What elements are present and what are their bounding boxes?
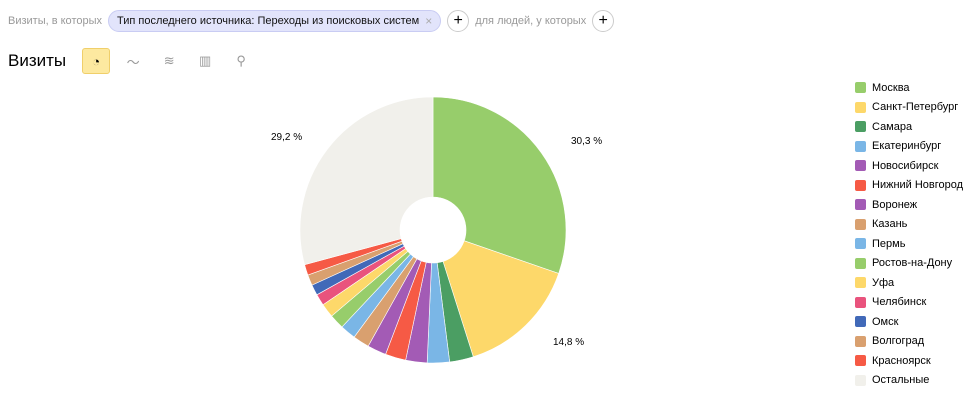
legend-label: Самара bbox=[872, 120, 913, 133]
legend-label: Воронеж bbox=[872, 198, 918, 211]
pie-slice[interactable] bbox=[299, 96, 434, 266]
data-label-others: 29,2 % bbox=[271, 132, 303, 143]
legend-checkbox[interactable] bbox=[855, 179, 866, 191]
legend-checkbox[interactable] bbox=[855, 199, 866, 211]
legend-checkbox[interactable] bbox=[855, 277, 866, 289]
filter-prefix: Визиты, в которых bbox=[8, 15, 102, 27]
legend-checkbox[interactable] bbox=[855, 296, 866, 308]
filter-bar: Визиты, в которых Тип последнего источни… bbox=[8, 10, 615, 32]
legend-item[interactable]: Самара bbox=[855, 117, 963, 137]
legend-label: Остальные bbox=[872, 374, 930, 387]
legend-label: Москва bbox=[872, 81, 910, 94]
close-icon[interactable]: × bbox=[425, 14, 433, 28]
legend-label: Ростов-на-Дону bbox=[872, 257, 953, 270]
legend-item[interactable]: Ростов-на-Дону bbox=[855, 254, 963, 274]
pie-chart-icon[interactable]: ◔ bbox=[82, 48, 111, 74]
legend-label: Красноярск bbox=[872, 354, 931, 367]
legend-item[interactable]: Новосибирск bbox=[855, 156, 963, 176]
legend-label: Пермь bbox=[872, 237, 906, 250]
legend-checkbox[interactable] bbox=[855, 374, 866, 386]
legend-label: Омск bbox=[872, 315, 899, 328]
legend-label: Волгоград bbox=[872, 335, 925, 348]
legend-checkbox[interactable] bbox=[855, 355, 866, 367]
legend-item[interactable]: Уфа bbox=[855, 273, 963, 293]
data-label-spb: 14,8 % bbox=[553, 337, 585, 348]
legend-item[interactable]: Остальные bbox=[855, 371, 963, 391]
filter-chip-label: Тип последнего источника: Переходы из по… bbox=[117, 15, 420, 27]
data-label-moscow: 30,3 % bbox=[571, 136, 603, 147]
legend-item[interactable]: Екатеринбург bbox=[855, 137, 963, 157]
legend-item[interactable]: Санкт-Петербург bbox=[855, 98, 963, 118]
legend-item[interactable]: Воронеж bbox=[855, 195, 963, 215]
legend-label: Екатеринбург bbox=[872, 140, 942, 153]
map-pin-icon[interactable]: ⚲ bbox=[236, 53, 246, 68]
legend-checkbox[interactable] bbox=[855, 257, 866, 269]
legend-label: Санкт-Петербург bbox=[872, 101, 959, 114]
filter-chip[interactable]: Тип последнего источника: Переходы из по… bbox=[108, 10, 442, 32]
legend-item[interactable]: Челябинск bbox=[855, 293, 963, 313]
legend-checkbox[interactable] bbox=[855, 101, 866, 113]
legend-checkbox[interactable] bbox=[855, 218, 866, 230]
legend-item[interactable]: Нижний Новгород bbox=[855, 176, 963, 196]
legend-label: Нижний Новгород bbox=[872, 179, 964, 192]
people-label: для людей, у которых bbox=[475, 15, 587, 27]
chart-header: Визиты ◔ 〜 ≋ ▥ ⚲ bbox=[8, 48, 254, 74]
legend-checkbox[interactable] bbox=[855, 121, 866, 133]
bar-chart-icon[interactable]: ▥ bbox=[198, 53, 212, 68]
legend-label: Новосибирск bbox=[872, 159, 939, 172]
add-people-filter-button[interactable]: + bbox=[592, 10, 615, 32]
legend-label: Уфа bbox=[872, 276, 895, 289]
legend-item[interactable]: Омск bbox=[855, 312, 963, 332]
pie-slice[interactable] bbox=[442, 240, 560, 358]
legend-item[interactable]: Казань bbox=[855, 215, 963, 235]
line-chart-icon[interactable]: 〜 bbox=[126, 54, 140, 70]
legend-label: Казань bbox=[872, 218, 908, 231]
legend-checkbox[interactable] bbox=[855, 140, 866, 152]
legend-checkbox[interactable] bbox=[855, 238, 866, 250]
legend-checkbox[interactable] bbox=[855, 160, 866, 172]
legend-item[interactable]: Красноярск bbox=[855, 351, 963, 371]
legend-item[interactable]: Пермь bbox=[855, 234, 963, 254]
legend: Москва Санкт-Петербург Самара Екатеринбург Н… bbox=[855, 78, 963, 390]
add-filter-button[interactable]: + bbox=[447, 10, 470, 32]
legend-label: Челябинск bbox=[872, 296, 927, 309]
pie-slice[interactable] bbox=[432, 96, 567, 274]
legend-checkbox[interactable] bbox=[855, 82, 866, 94]
legend-item[interactable]: Волгоград bbox=[855, 332, 963, 352]
legend-checkbox[interactable] bbox=[855, 316, 866, 328]
legend-item[interactable]: Москва bbox=[855, 78, 963, 98]
stacked-chart-icon[interactable]: ≋ bbox=[163, 53, 175, 68]
legend-checkbox[interactable] bbox=[855, 335, 866, 347]
page-title: Визиты bbox=[8, 51, 67, 70]
